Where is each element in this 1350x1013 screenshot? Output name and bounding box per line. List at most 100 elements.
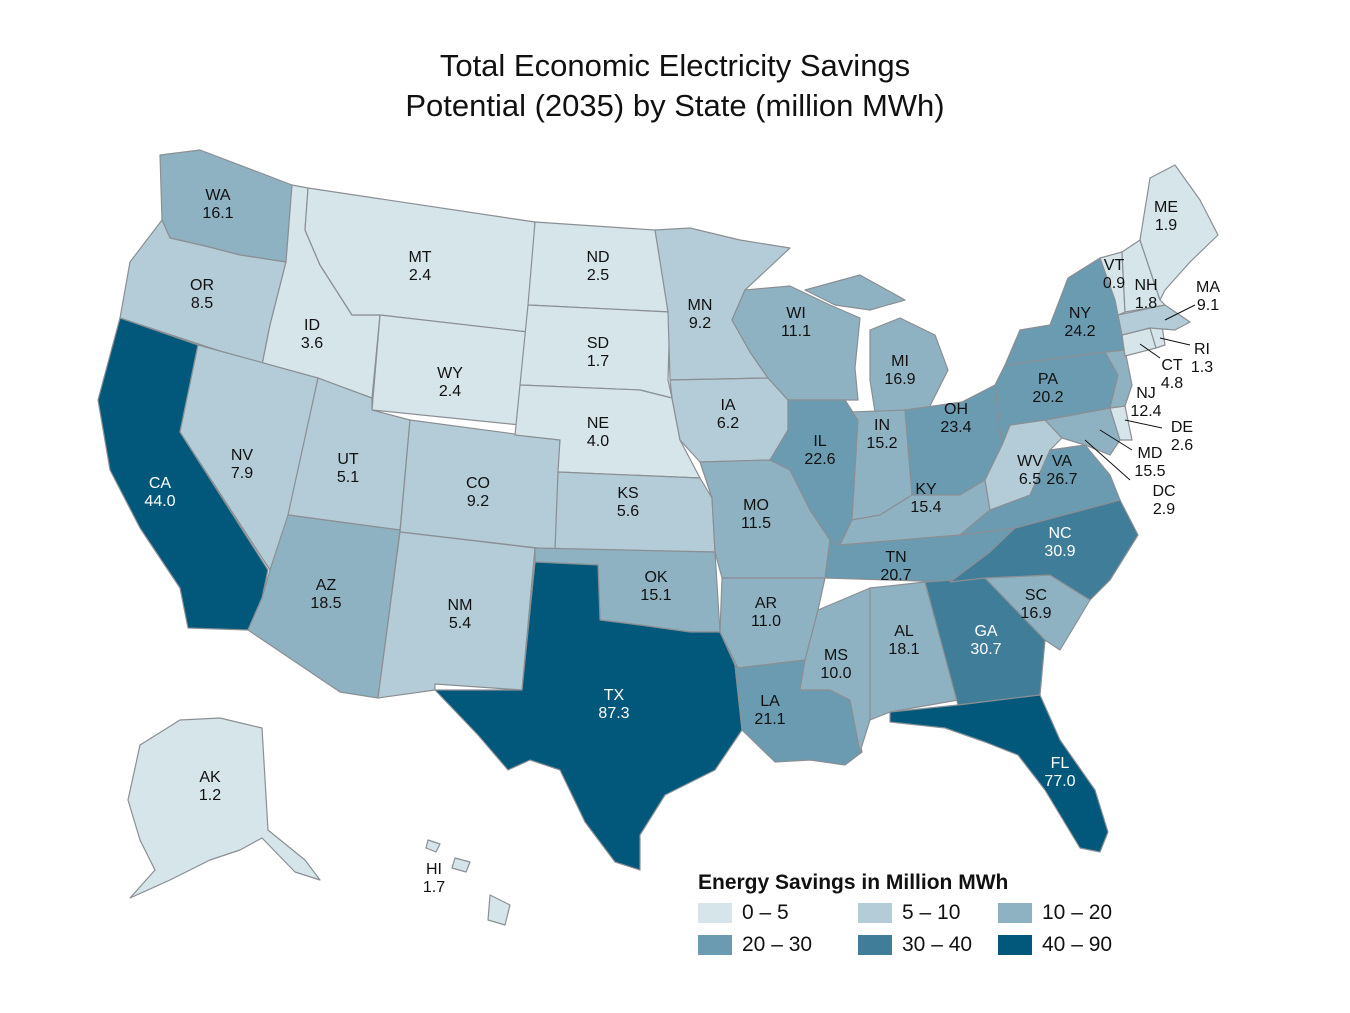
state-value-DE: 2.6 <box>1171 437 1193 454</box>
state-value-NH: 1.8 <box>1135 295 1157 312</box>
state-value-SD: 1.7 <box>587 353 609 370</box>
state-abbr-OK: OK <box>644 569 667 586</box>
state-abbr-WA: WA <box>205 187 231 204</box>
state-abbr-OH: OH <box>944 401 968 418</box>
state-labels: WA16.1OR8.5CA44.0ID3.6NV7.9MT2.4WY2.4UT5… <box>144 187 1220 896</box>
state-value-IL: 22.6 <box>804 451 835 468</box>
state-FL[interactable] <box>889 694 1109 853</box>
state-abbr-MI: MI <box>891 353 909 370</box>
state-abbr-NV: NV <box>231 447 254 464</box>
state-abbr-WY: WY <box>437 365 463 382</box>
state-value-HI: 1.7 <box>423 879 445 896</box>
state-value-WV: 6.5 <box>1019 471 1041 488</box>
map-title: Total Economic Electricity Savings Poten… <box>0 46 1350 126</box>
leader-lines <box>1084 304 1196 481</box>
legend-swatch <box>998 935 1032 955</box>
state-value-WA: 16.1 <box>202 205 233 222</box>
state-value-NM: 5.4 <box>449 615 471 632</box>
state-value-UT: 5.1 <box>337 469 359 486</box>
state-abbr-MD: MD <box>1138 445 1163 462</box>
state-ME[interactable] <box>1139 164 1219 301</box>
legend-label: 10 – 20 <box>1042 901 1113 924</box>
state-TX[interactable] <box>434 561 743 871</box>
state-abbr-MN: MN <box>688 297 713 314</box>
state-abbr-MA: MA <box>1196 279 1220 296</box>
state-value-IA: 6.2 <box>717 415 739 432</box>
state-abbr-ID: ID <box>304 317 320 334</box>
state-abbr-IL: IL <box>813 433 826 450</box>
state-AL[interactable] <box>869 581 959 721</box>
legend-label: 20 – 30 <box>742 933 813 956</box>
state-abbr-AR: AR <box>755 595 777 612</box>
state-value-IN: 15.2 <box>866 435 897 452</box>
legend-swatch <box>698 935 732 955</box>
legend-swatch <box>858 935 892 955</box>
state-value-FL: 77.0 <box>1044 773 1075 790</box>
state-value-NY: 24.2 <box>1064 323 1095 340</box>
state-NH[interactable] <box>1121 239 1166 313</box>
legend-item: 40 – 90 <box>998 933 1148 957</box>
state-abbr-MO: MO <box>743 497 769 514</box>
state-abbr-TX: TX <box>604 687 625 704</box>
legend-item: 30 – 40 <box>858 933 998 957</box>
state-value-AK: 1.2 <box>199 787 221 804</box>
state-value-VA: 26.7 <box>1046 471 1077 488</box>
state-abbr-OR: OR <box>190 277 214 294</box>
state-value-AL: 18.1 <box>888 641 919 658</box>
state-HI[interactable] <box>425 839 511 926</box>
state-abbr-WI: WI <box>786 305 806 322</box>
state-value-ND: 2.5 <box>587 267 609 284</box>
state-value-MD: 15.5 <box>1134 463 1165 480</box>
state-VT[interactable] <box>1099 251 1126 316</box>
state-abbr-FL: FL <box>1051 755 1070 772</box>
state-abbr-UT: UT <box>337 451 359 468</box>
state-abbr-ND: ND <box>586 249 609 266</box>
state-value-NJ: 12.4 <box>1130 403 1161 420</box>
state-value-CA: 44.0 <box>144 493 175 510</box>
state-abbr-RI: RI <box>1194 341 1210 358</box>
state-NC[interactable] <box>949 499 1139 601</box>
map-title-line2: Potential (2035) by State (million MWh) <box>405 88 945 123</box>
state-abbr-AL: AL <box>894 623 914 640</box>
state-value-NC: 30.9 <box>1044 543 1075 560</box>
state-value-DC: 2.9 <box>1153 501 1175 518</box>
state-value-NV: 7.9 <box>231 465 253 482</box>
state-value-PA: 20.2 <box>1032 389 1063 406</box>
state-WI[interactable] <box>731 285 861 401</box>
state-value-OH: 23.4 <box>940 419 971 436</box>
legend-item: 5 – 10 <box>858 901 998 925</box>
state-abbr-SC: SC <box>1025 587 1047 604</box>
legend-swatch <box>698 903 732 923</box>
state-abbr-HI: HI <box>426 861 442 878</box>
state-value-GA: 30.7 <box>970 641 1001 658</box>
state-abbr-VA: VA <box>1052 453 1072 470</box>
state-value-KY: 15.4 <box>910 499 941 516</box>
state-abbr-NE: NE <box>587 415 609 432</box>
state-MI[interactable] <box>804 274 949 413</box>
state-abbr-KY: KY <box>915 481 937 498</box>
state-abbr-VT: VT <box>1104 257 1125 274</box>
state-value-MN: 9.2 <box>689 315 711 332</box>
state-value-TN: 20.7 <box>880 567 911 584</box>
state-abbr-WV: WV <box>1017 453 1043 470</box>
legend-swatch <box>858 903 892 923</box>
state-value-MT: 2.4 <box>409 267 431 284</box>
state-value-SC: 16.9 <box>1020 605 1051 622</box>
state-abbr-CO: CO <box>466 475 490 492</box>
state-value-MS: 10.0 <box>820 665 851 682</box>
legend-title: Energy Savings in Million MWh <box>698 871 1009 894</box>
state-value-WY: 2.4 <box>439 383 461 400</box>
state-abbr-GA: GA <box>974 623 997 640</box>
state-value-ID: 3.6 <box>301 335 323 352</box>
state-value-MA: 9.1 <box>1197 297 1219 314</box>
legend-item: 0 – 5 <box>698 901 858 925</box>
state-value-OK: 15.1 <box>640 587 671 604</box>
state-value-KS: 5.6 <box>617 503 639 520</box>
state-value-TX: 87.3 <box>598 705 629 722</box>
state-abbr-LA: LA <box>760 693 780 710</box>
state-AK[interactable] <box>127 717 321 899</box>
state-value-ME: 1.9 <box>1155 217 1177 234</box>
state-value-NE: 4.0 <box>587 433 609 450</box>
state-abbr-ME: ME <box>1154 199 1178 216</box>
